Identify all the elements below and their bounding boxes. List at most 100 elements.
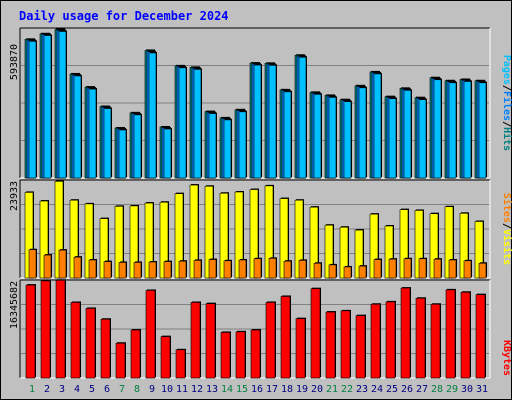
bar-kbytes-day-19 [295,318,306,379]
bar-sites-day-22 [343,266,352,279]
bar-pages-day-28 [433,79,442,179]
bar-pages-day-14 [223,119,232,179]
bar-pages-day-15 [238,111,247,179]
legend-files: Files [501,91,512,121]
legend-pages: Pages [501,55,512,85]
bar-kbytes-day-22 [340,310,351,379]
bar-kbytes-day-14 [220,332,231,379]
bar-pages-day-29 [448,82,457,179]
bar-kbytes-day-23 [355,315,366,379]
legend-sites: Sites [501,193,512,223]
panel-top-max-label: 593870 [9,44,20,80]
bar-sites-day-1 [28,249,37,279]
bar-sites-day-31 [478,262,487,279]
bar-pages-day-11 [178,67,187,179]
day-label-30: 30 [461,384,473,395]
day-label-18: 18 [281,384,293,395]
bar-kbytes-day-29 [445,289,456,379]
bar-pages-day-1 [28,41,37,179]
bar-sites-day-16 [253,258,262,279]
bar-pages-day-18 [283,91,292,179]
bar-kbytes-day-20 [310,288,321,379]
bar-pages-day-5 [88,88,97,179]
legend-kbytes: KBytes [501,340,512,376]
bar-kbytes-day-1 [25,284,36,379]
bar-kbytes-day-2 [40,280,51,379]
bar-kbytes-day-18 [280,296,291,379]
panel-bot-bars [21,279,489,379]
bar-kbytes-day-26 [400,287,411,379]
day-label-27: 27 [416,384,428,395]
bar-sites-day-6 [103,261,112,279]
bar-sites-day-2 [43,254,52,279]
bar-sites-day-15 [238,259,247,279]
day-label-17: 17 [266,384,278,395]
bar-sites-day-9 [148,261,157,279]
panel-mid-bars [21,180,489,279]
bar-kbytes-day-15 [235,331,246,379]
bar-pages-day-10 [163,128,172,179]
bar-sites-day-26 [403,258,412,279]
bar-sites-day-19 [298,260,307,279]
day-label-1: 1 [29,384,35,395]
bar-pages-day-13 [208,113,217,179]
bar-sites-day-27 [418,258,427,279]
day-label-4: 4 [74,384,80,395]
day-label-7: 7 [119,384,125,395]
bar-sites-day-20 [313,262,322,279]
bar-sites-day-8 [133,262,142,279]
day-label-20: 20 [311,384,323,395]
bar-kbytes-day-3 [55,279,66,379]
bar-sites-day-21 [328,264,337,279]
bar-pages-day-25 [388,98,397,179]
day-label-22: 22 [341,384,353,395]
day-label-21: 21 [326,384,338,395]
panel-top-legend: Pages/Files/Hits [501,55,512,151]
bar-kbytes-day-10 [160,336,171,379]
legend-sep-1: / [501,85,512,91]
day-label-28: 28 [431,384,443,395]
bar-pages-day-9 [148,52,157,179]
bar-kbytes-day-21 [325,311,336,379]
bar-kbytes-day-17 [265,302,276,379]
legend-visits: Visits [501,229,512,265]
bar-pages-day-21 [328,97,337,179]
day-label-31: 31 [476,384,488,395]
day-labels: 1 2 3 4 5 6 7 8 9 10 11 12 13 14 15 16 17 18 19 20 21 22 23 24 2… [29,384,488,395]
bar-kbytes-day-24 [370,303,381,379]
bar-pages-day-4 [73,75,82,179]
bar-kbytes-day-7 [115,342,126,379]
panel-hits-files-pages: 593870 Pages/Files/Hits [9,27,512,179]
bar-pages-day-30 [463,81,472,179]
bar-kbytes-day-5 [85,308,96,379]
bar-sites-day-13 [208,259,217,279]
day-label-23: 23 [356,384,368,395]
bar-pages-day-26 [403,90,412,179]
panel-bot-max-label: 16345682 [9,281,20,329]
bar-sites-day-18 [283,260,292,279]
bar-kbytes-day-12 [190,302,201,379]
bar-sites-day-4 [73,256,82,279]
day-label-6: 6 [104,384,110,395]
bar-pages-day-2 [43,35,52,179]
day-label-16: 16 [251,384,263,395]
bar-pages-day-19 [298,56,307,179]
bar-pages-day-23 [358,87,367,179]
legend-hits: Hits [501,127,512,151]
day-label-12: 12 [191,384,203,395]
day-label-2: 2 [44,384,50,395]
bar-kbytes-day-31 [475,294,486,379]
bar-pages-day-6 [103,108,112,179]
legend-sep-3: / [501,223,512,229]
bar-sites-day-24 [373,259,382,279]
bar-pages-day-3 [58,31,67,179]
bar-sites-day-17 [268,258,277,279]
bar-pages-day-24 [373,73,382,179]
day-label-11: 11 [176,384,188,395]
bar-kbytes-day-6 [100,318,111,379]
bar-sites-day-11 [178,260,187,279]
day-label-29: 29 [446,384,458,395]
day-label-14: 14 [221,384,233,395]
